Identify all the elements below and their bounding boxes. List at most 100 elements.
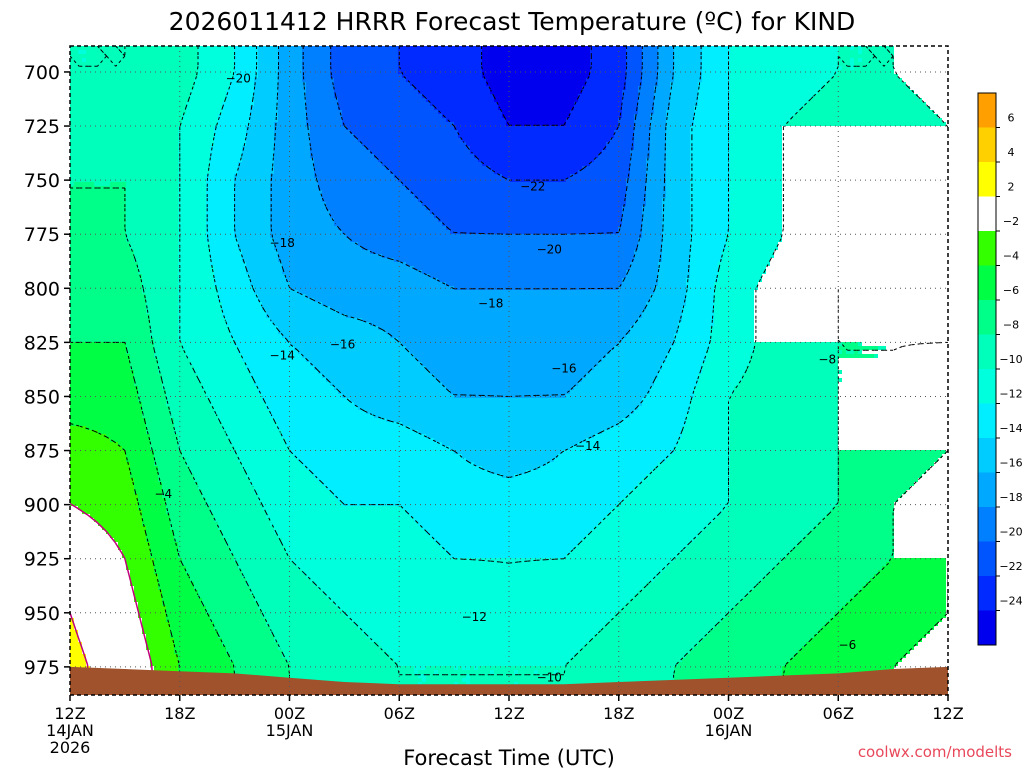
field-cell	[234, 74, 258, 78]
field-cell	[214, 278, 250, 282]
field-cell	[362, 630, 598, 634]
field-cell	[418, 670, 434, 674]
field-cell	[570, 390, 650, 394]
field-cell	[666, 354, 706, 358]
field-cell	[634, 138, 650, 142]
field-cell	[730, 466, 838, 470]
field-cell	[242, 150, 274, 154]
field-cell	[682, 310, 714, 314]
field-cell	[450, 554, 566, 558]
field-cell	[70, 594, 134, 598]
field-cell	[730, 418, 838, 422]
field-cell	[182, 118, 218, 122]
field-cell	[194, 78, 230, 82]
field-cell	[278, 106, 306, 110]
field-cell	[310, 134, 354, 138]
field-cell	[70, 194, 126, 198]
field-cell	[178, 150, 210, 154]
field-cell	[170, 630, 218, 634]
field-cell	[178, 202, 206, 206]
field-cell	[138, 602, 162, 606]
field-cell	[206, 174, 234, 178]
field-cell	[658, 74, 674, 78]
field-cell	[174, 422, 222, 426]
field-cell	[274, 166, 314, 170]
field-cell	[646, 158, 666, 162]
field-cell	[694, 538, 802, 542]
field-cell	[674, 62, 702, 66]
field-cell	[566, 662, 678, 666]
field-cell	[626, 50, 642, 54]
field-cell	[602, 150, 630, 154]
field-cell	[70, 490, 134, 494]
field-cell	[690, 406, 730, 410]
field-cell	[626, 74, 642, 78]
field-cell	[554, 670, 558, 674]
field-cell	[330, 214, 434, 218]
field-cell	[70, 362, 130, 366]
field-cell	[622, 210, 642, 214]
field-cell	[178, 158, 210, 162]
field-cell	[618, 502, 730, 506]
field-cell	[206, 202, 234, 206]
field-cell	[358, 242, 638, 246]
field-cell	[130, 466, 158, 470]
field-cell	[690, 214, 730, 218]
field-cell	[702, 362, 750, 366]
contour-line	[234, 46, 702, 479]
field-cell	[254, 382, 330, 386]
field-cell	[226, 434, 282, 438]
field-cell	[162, 494, 202, 498]
field-cell	[270, 218, 334, 222]
field-cell	[642, 230, 662, 234]
field-cell	[182, 342, 234, 346]
field-cell	[178, 266, 214, 270]
field-cell	[398, 178, 510, 182]
field-cell	[750, 590, 858, 594]
field-cell	[690, 218, 730, 222]
field-cell	[70, 358, 130, 362]
field-cell	[222, 110, 250, 114]
field-cell	[306, 98, 338, 102]
field-cell	[826, 514, 894, 518]
field-cell	[282, 430, 418, 434]
field-cell	[234, 666, 290, 670]
field-cell	[210, 258, 242, 262]
field-cell	[862, 58, 894, 62]
field-cell	[586, 374, 658, 378]
field-cell	[278, 102, 306, 106]
y-tick-label: 775	[24, 224, 60, 246]
field-cell	[126, 186, 178, 190]
field-cell	[726, 614, 834, 618]
field-cell	[70, 574, 130, 578]
field-cell	[270, 178, 318, 182]
colorbar-label: −12	[999, 388, 1022, 401]
field-cell	[398, 54, 482, 58]
field-cell	[202, 382, 254, 386]
field-cell	[222, 426, 278, 430]
field-cell	[690, 190, 730, 194]
field-cell	[170, 518, 214, 522]
field-cell	[626, 62, 642, 66]
field-cell	[658, 66, 674, 70]
field-cell	[382, 646, 582, 650]
field-cell	[70, 646, 82, 650]
field-cell	[690, 194, 730, 198]
field-cell	[470, 146, 606, 150]
field-cell	[258, 386, 334, 390]
contour-line	[70, 341, 948, 695]
field-cell	[662, 570, 770, 574]
field-cell	[394, 658, 570, 662]
field-cell	[654, 382, 698, 386]
field-cell	[246, 130, 274, 134]
field-cell	[582, 538, 694, 542]
field-cell	[182, 122, 218, 126]
field-cell	[270, 214, 330, 218]
field-cell	[126, 458, 154, 462]
field-cell	[322, 374, 434, 378]
field-cell	[238, 346, 294, 350]
field-cell	[498, 102, 574, 106]
field-cell	[362, 142, 466, 146]
field-cell	[134, 594, 162, 598]
field-cell	[170, 414, 218, 418]
